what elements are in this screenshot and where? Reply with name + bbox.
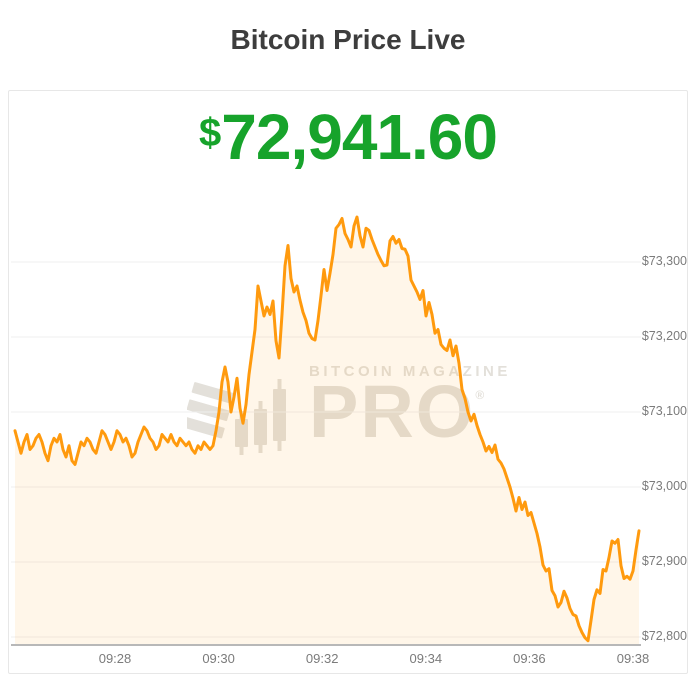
price-line-chart[interactable] (11, 211, 651, 651)
x-axis-tick-label: 09:36 (513, 651, 546, 666)
live-price: $72,941.60 (9, 105, 687, 169)
price-area-fill (15, 217, 639, 644)
x-axis-tick-label: 09:32 (305, 651, 339, 666)
price-chart-card: $72,941.60 BI (8, 90, 688, 674)
page-title: Bitcoin Price Live (230, 24, 466, 55)
price-chart: BITCOIN MAGAZINE PRO® $73,300$73,200$73,… (11, 211, 687, 681)
y-axis-tick-label: $73,200 (641, 329, 687, 343)
y-axis-tick-label: $72,800 (641, 629, 687, 643)
x-axis-tick-label: 09:38 (616, 651, 650, 666)
x-axis-tick-label: 09:28 (98, 651, 132, 666)
currency-symbol: $ (199, 111, 222, 155)
gridlines (11, 261, 641, 638)
price-value: 72,941.60 (221, 101, 498, 173)
x-axis-tick-label: 09:34 (409, 651, 443, 666)
y-axis-tick-label: $73,000 (641, 479, 687, 493)
y-axis-tick-label: $73,100 (641, 404, 687, 418)
y-axis-tick-label: $73,300 (641, 254, 687, 268)
x-axis-tick-label: 09:30 (202, 651, 235, 666)
price-line (13, 215, 641, 643)
y-axis-tick-label: $72,900 (641, 554, 687, 568)
